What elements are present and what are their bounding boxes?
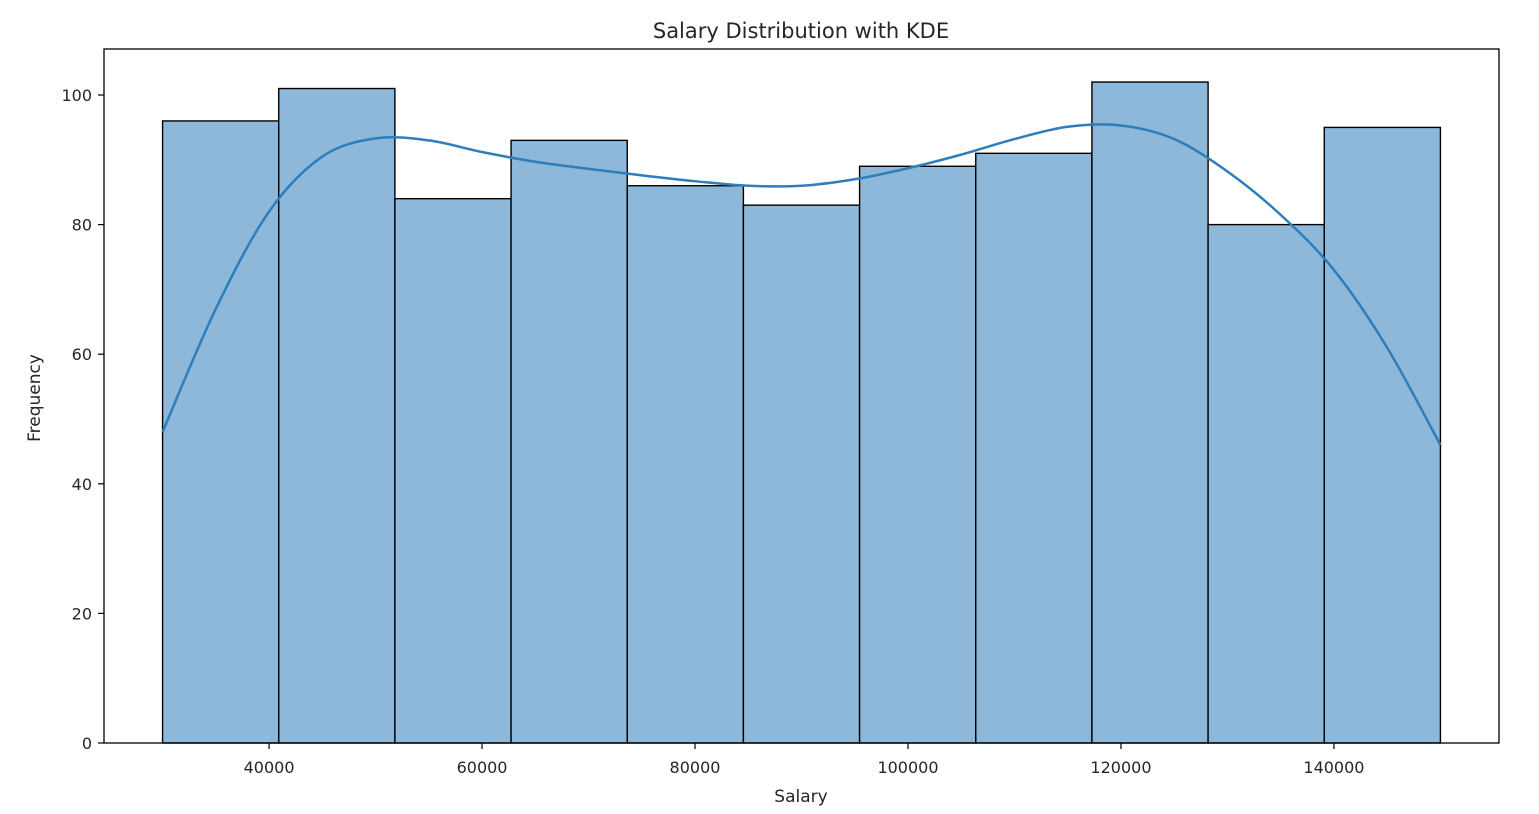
chart-title: Salary Distribution with KDE <box>653 19 949 43</box>
histogram-bar <box>975 152 1093 744</box>
histogram-bar <box>626 185 745 744</box>
y-tick-label: 0 <box>82 734 92 753</box>
x-axis-ticks: 40000 60000 80000 100000 120000 140000 <box>244 743 1364 777</box>
histogram-bar <box>1091 81 1209 744</box>
y-axis-label: Frequency <box>25 354 45 442</box>
y-tick-label: 100 <box>61 86 92 105</box>
kde-curve <box>161 123 1442 446</box>
x-tick-label: 60000 <box>457 758 508 777</box>
histogram-bar <box>1323 126 1442 744</box>
x-tick-label: 120000 <box>1090 758 1151 777</box>
plot-frame <box>103 48 1500 744</box>
x-tick-label: 40000 <box>244 758 295 777</box>
y-axis-ticks: 0 20 40 60 80 100 <box>61 86 104 753</box>
histogram-bar <box>1207 223 1325 744</box>
histogram-bar <box>742 204 861 744</box>
y-tick-label: 60 <box>72 345 92 364</box>
histogram-bar <box>858 165 977 744</box>
x-axis-label: Salary <box>774 787 827 807</box>
y-tick-label: 40 <box>72 475 92 494</box>
y-tick-label: 20 <box>72 604 92 623</box>
x-tick-label: 140000 <box>1303 758 1364 777</box>
histogram-bar <box>510 139 628 744</box>
histogram-bar <box>278 87 396 744</box>
y-tick-label: 80 <box>72 216 92 235</box>
histogram-bar <box>394 197 512 744</box>
x-tick-label: 100000 <box>877 758 938 777</box>
histogram-bar <box>161 120 280 744</box>
x-tick-label: 80000 <box>670 758 721 777</box>
